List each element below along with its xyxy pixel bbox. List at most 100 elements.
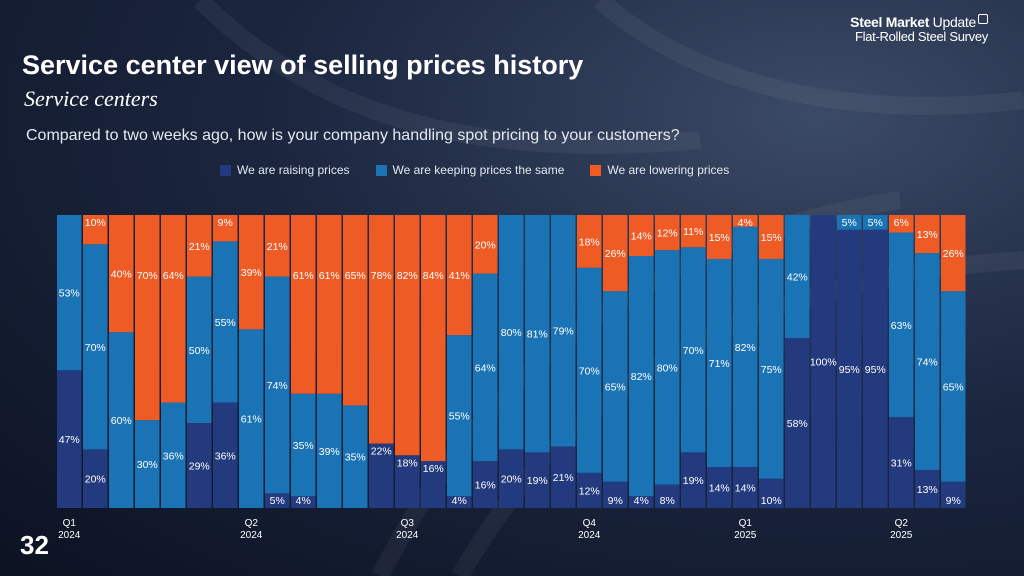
bar-segment-lowering-2 [109, 215, 134, 333]
bar-segment-same-27 [759, 258, 784, 479]
bar-segment-lowering-21 [603, 215, 628, 292]
chart-subtitle: Service centers [24, 86, 158, 111]
x-tick-label-4-1: 2025 [734, 530, 757, 541]
bar-segment-raising-28 [785, 338, 810, 508]
bar-label-raising-25: 14% [709, 482, 730, 494]
bar-segment-same-9 [291, 393, 316, 497]
bar-segment-lowering-25 [707, 215, 732, 259]
x-tick-label-4-0: Q1 [739, 518, 753, 529]
bar-label-same-9: 35% [293, 440, 314, 452]
legend-swatch-raising [220, 164, 231, 176]
bar-label-raising-1: 20% [85, 474, 106, 486]
bar-label-same-8: 74% [267, 380, 288, 392]
bar-segment-same-19 [551, 215, 576, 447]
bar-segment-same-34 [941, 291, 966, 482]
x-tick-label-3-1: 2024 [578, 530, 601, 541]
bar-segment-raising-9 [291, 496, 316, 508]
bar-label-same-26: 82% [735, 342, 756, 354]
bar-label-lowering-20: 18% [579, 236, 600, 248]
bar-segment-same-5 [187, 276, 212, 424]
bar-label-same-30: 5% [842, 217, 857, 229]
bar-label-lowering-6: 9% [218, 217, 233, 229]
bar-segment-same-4 [161, 402, 186, 508]
bar-segment-lowering-27 [759, 215, 784, 259]
bar-segment-same-33 [915, 253, 940, 470]
bar-segment-lowering-7 [239, 215, 264, 330]
bar-segment-lowering-22 [629, 215, 654, 257]
bar-segment-raising-6 [213, 402, 238, 508]
bar-label-same-7: 61% [241, 414, 262, 426]
x-tick-label-2-1: 2024 [396, 530, 419, 541]
bar-label-lowering-33: 13% [917, 229, 938, 241]
bar-label-raising-34: 9% [946, 495, 961, 507]
bar-label-lowering-22: 14% [631, 231, 652, 243]
bar-segment-raising-21 [603, 481, 628, 508]
bar-segment-same-15 [447, 335, 472, 497]
legend-swatch-lowering [590, 164, 602, 176]
bar-segment-lowering-14 [421, 215, 446, 462]
bar-label-same-13: 18% [397, 457, 418, 469]
legend: We are raising prices We are keeping pri… [220, 163, 729, 177]
x-tick-label-5-0: Q2 [895, 518, 909, 529]
bar-segment-lowering-8 [265, 215, 290, 277]
bar-segment-lowering-32 [889, 215, 914, 233]
bar-segment-raising-23 [655, 484, 680, 508]
bar-label-same-1: 70% [85, 342, 106, 354]
bar-label-raising-6: 36% [215, 450, 236, 462]
survey-question: Compared to two weeks ago, how is your c… [26, 127, 680, 144]
bar-segment-raising-0 [57, 370, 82, 508]
bar-segment-raising-31 [863, 229, 888, 508]
bar-segment-same-23 [655, 250, 680, 485]
bar-segment-lowering-5 [187, 215, 212, 277]
bar-segment-lowering-24 [681, 215, 706, 248]
bar-segment-same-1 [83, 244, 108, 450]
bar-segment-same-2 [109, 332, 134, 508]
bar-segment-same-26 [733, 226, 758, 467]
bar-label-same-25: 71% [709, 358, 730, 370]
bar-segment-raising-22 [629, 496, 654, 508]
bar-segment-same-30 [837, 215, 862, 230]
bar-segment-raising-12 [369, 443, 394, 508]
bar-segment-raising-14 [421, 461, 446, 508]
bar-segment-same-32 [889, 232, 914, 418]
bar-label-raising-22: 4% [634, 495, 649, 507]
legend-label-lowering: We are lowering prices [607, 163, 730, 177]
bar-segment-lowering-33 [915, 215, 940, 254]
bar-segment-raising-8 [265, 493, 290, 508]
bar-segment-same-24 [681, 247, 706, 453]
bar-segment-raising-13 [395, 455, 420, 508]
bar-segment-lowering-34 [941, 215, 966, 292]
bar-label-lowering-13: 82% [397, 270, 418, 282]
x-tick-label-2-0: Q3 [401, 518, 415, 529]
bar-label-lowering-4: 64% [163, 270, 184, 282]
bar-segment-same-8 [265, 276, 290, 494]
bar-segment-lowering-13 [395, 215, 420, 456]
bar-label-lowering-10: 61% [319, 270, 340, 282]
legend-item-same: We are keeping prices the same [375, 163, 564, 177]
bar-segment-lowering-10 [317, 215, 342, 394]
bar-label-raising-0: 47% [59, 434, 80, 446]
bar-segment-raising-34 [941, 481, 966, 508]
x-tick-label-0-0: Q1 [63, 518, 77, 529]
bar-label-same-16: 64% [475, 362, 496, 374]
bar-label-raising-19: 21% [553, 472, 574, 484]
bar-segment-same-3 [135, 420, 160, 508]
bar-segment-raising-24 [681, 452, 706, 508]
bar-label-same-11: 35% [345, 452, 366, 464]
bar-label-lowering-11: 65% [345, 270, 366, 282]
bar-segment-lowering-12 [369, 215, 394, 444]
bar-segment-same-11 [343, 405, 368, 508]
chart-title: Service center view of selling prices hi… [22, 50, 584, 80]
bar-label-same-27: 75% [761, 364, 782, 376]
x-tick-label-1-1: 2024 [240, 530, 263, 541]
bar-label-raising-15: 4% [452, 495, 467, 507]
bar-segment-lowering-3 [135, 215, 160, 421]
bar-segment-lowering-23 [655, 215, 680, 251]
bar-segment-same-10 [317, 393, 342, 508]
bar-segment-same-6 [213, 241, 238, 403]
bar-label-raising-18: 19% [527, 475, 548, 487]
bar-label-lowering-8: 21% [267, 241, 288, 253]
bar-label-lowering-21: 26% [605, 248, 626, 260]
bar-label-raising-24: 19% [683, 475, 704, 487]
